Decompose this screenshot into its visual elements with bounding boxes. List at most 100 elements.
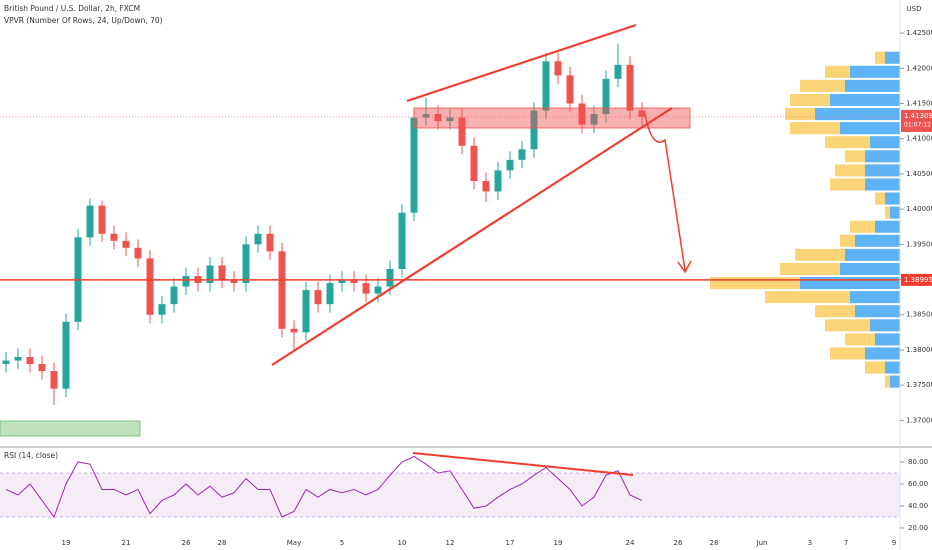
volume-bar [875, 220, 900, 233]
candle-body [350, 279, 358, 284]
candle-body [626, 64, 634, 111]
volume-bar [845, 150, 865, 163]
chart-title: British Pound / U.S. Dollar, 2h, FXCM [4, 4, 140, 13]
volume-bar [840, 262, 900, 276]
volume-bar [885, 375, 890, 388]
resistance-zone [413, 107, 691, 129]
candle-body [242, 244, 250, 284]
x-tick-label: 7 [844, 539, 848, 547]
candle-body [326, 283, 334, 305]
price-pane [0, 43, 900, 405]
volume-bar [865, 150, 900, 163]
volume-bar [825, 65, 850, 78]
candle-body [230, 279, 238, 284]
x-tick-label: 24 [626, 539, 635, 547]
volume-bar [865, 164, 900, 177]
candle-body [290, 328, 298, 333]
current-price-label: 1.41309 [904, 112, 932, 120]
volume-bar [815, 108, 900, 121]
y-tick-label: 1.41000 [906, 135, 932, 143]
volume-bar [845, 79, 900, 92]
volume-profile [710, 51, 900, 388]
x-tick-label: 28 [710, 539, 719, 547]
volume-bar [830, 93, 900, 107]
volume-bar [870, 136, 900, 149]
candle-body [614, 64, 622, 79]
volume-bar [845, 333, 875, 346]
x-tick-label: May [287, 539, 301, 547]
candle-body [386, 268, 394, 287]
rsi-line [5, 455, 643, 519]
candle-body [302, 290, 310, 333]
candle-body [314, 290, 322, 305]
candle-body [506, 159, 514, 171]
upper-trendline [406, 23, 637, 103]
x-tick-label: 19 [554, 539, 563, 547]
volume-bar [840, 234, 855, 247]
candle-body [518, 149, 526, 160]
x-tick-label: 21 [122, 539, 131, 547]
level-price-label: 1.38995 [904, 276, 932, 284]
x-tick-label: 19 [62, 539, 71, 547]
candle-body [98, 205, 106, 234]
x-tick-label: 3 [808, 539, 812, 547]
volume-bar [840, 122, 900, 135]
x-tick-label: 17 [506, 539, 515, 547]
candle-body [458, 117, 466, 146]
volume-bar [885, 192, 900, 205]
y-tick-label: 1.39500 [906, 240, 932, 248]
volume-bar [830, 347, 865, 360]
volume-bar [835, 164, 865, 177]
volume-bar [885, 51, 900, 64]
rsi-pane [0, 455, 900, 519]
volume-bar [825, 136, 870, 149]
candle-body [434, 114, 442, 122]
volume-bar [855, 234, 900, 247]
volume-bar [850, 65, 900, 78]
arrow-head [677, 260, 692, 274]
x-tick-label: 12 [446, 539, 455, 547]
volume-bar [845, 248, 900, 261]
lower-trendline [271, 107, 673, 366]
candle-body [182, 276, 190, 287]
volume-bar [790, 122, 840, 135]
candle-body [206, 265, 214, 284]
volume-bar [785, 108, 815, 121]
volume-bar [865, 361, 885, 374]
volume-bar [890, 206, 900, 219]
candle-body [410, 117, 418, 213]
candle-body [254, 233, 262, 245]
volume-bar [800, 277, 900, 290]
candle-body [26, 356, 34, 365]
candle-body [122, 240, 130, 248]
y-tick-label: 1.40000 [906, 205, 932, 213]
volume-bar [875, 192, 885, 205]
candle-body [266, 233, 274, 252]
x-tick-label: 26 [674, 539, 683, 547]
volume-bar [865, 178, 900, 191]
candle-body [578, 103, 586, 125]
y-tick-label: 1.42000 [906, 64, 932, 72]
rsi-tick-label: 60.00 [908, 480, 928, 488]
candle-body [110, 233, 118, 241]
level-price-tag [901, 273, 932, 286]
demand-zone [0, 420, 141, 437]
rsi-title: RSI (14, close) [4, 451, 58, 460]
candle-body [134, 247, 142, 259]
candle-body [374, 286, 382, 294]
rsi-band [0, 472, 900, 517]
candle-body [542, 61, 550, 111]
volume-bar [850, 220, 875, 233]
volume-bar [890, 375, 900, 388]
candle-body [494, 170, 502, 192]
x-tick-label: 5 [340, 539, 344, 547]
volume-bar [885, 361, 900, 374]
candle-body [398, 212, 406, 269]
candle-body [590, 114, 598, 125]
candle-body [602, 78, 610, 115]
rsi-tick-label: 40.00 [908, 502, 928, 510]
volume-bar [710, 277, 800, 290]
axis-currency: USD [907, 5, 922, 13]
volume-bar [870, 319, 900, 332]
volume-bar [865, 347, 900, 360]
